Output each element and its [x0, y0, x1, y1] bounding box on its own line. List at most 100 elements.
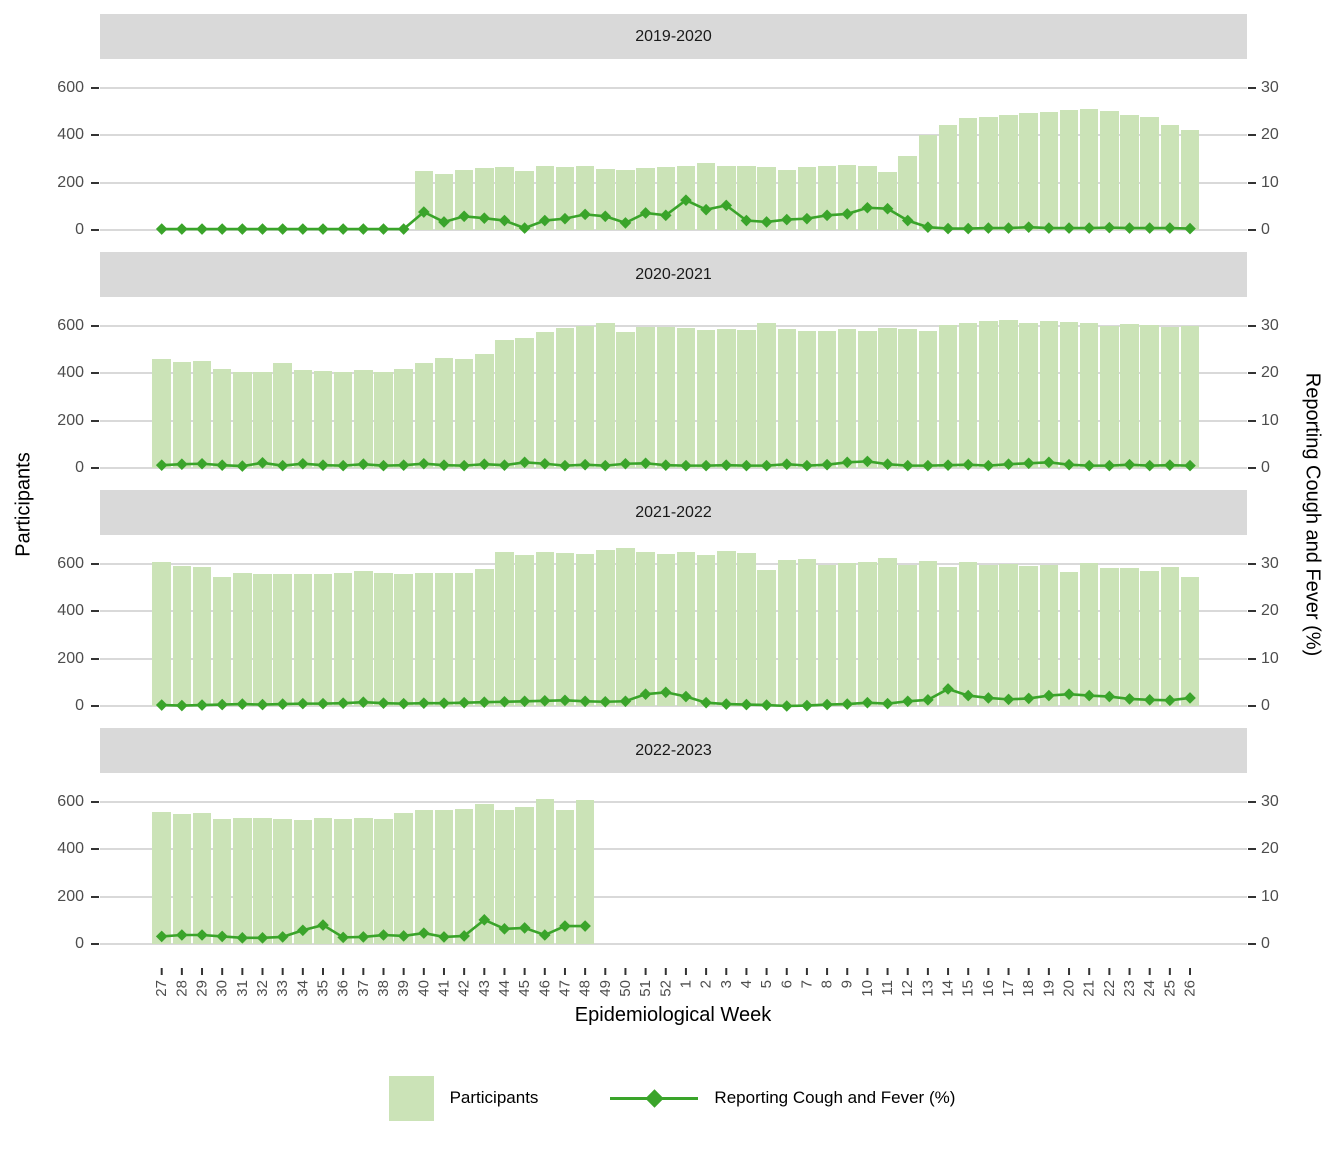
percent-point	[236, 460, 249, 472]
participants-bar	[797, 330, 817, 468]
percent-point	[1143, 222, 1156, 234]
participants-bar	[515, 807, 534, 944]
y-left-tick-label: 400	[57, 840, 84, 858]
percent-point	[579, 208, 591, 221]
percent-point	[458, 459, 470, 472]
participants-bar	[253, 371, 272, 468]
percent-point	[559, 212, 571, 225]
participants-bar	[656, 326, 676, 468]
participants-bar	[979, 116, 998, 230]
participants-bar	[1140, 571, 1159, 706]
participants-bar	[333, 818, 353, 944]
percent-point	[377, 223, 390, 235]
percent-line-layer	[155, 194, 1196, 235]
percent-point	[256, 456, 269, 469]
participants-bar	[434, 173, 454, 230]
participants-bar	[1019, 565, 1038, 706]
percent-point	[559, 694, 571, 707]
percent-point	[599, 459, 612, 472]
percent-line	[161, 460, 1191, 468]
participants-bar	[555, 167, 575, 230]
percent-point	[276, 698, 289, 710]
x-axis-tick-label: 9	[839, 980, 856, 988]
participants-bar	[374, 819, 393, 944]
y-left-tick-mark	[91, 229, 99, 231]
participants-bar	[656, 553, 676, 706]
percent-point	[659, 209, 672, 222]
x-axis-tick-label: 23	[1121, 980, 1138, 997]
participants-bar	[394, 813, 413, 944]
participants-bar	[1039, 564, 1059, 706]
percent-point	[780, 458, 793, 471]
participants-bar	[878, 327, 897, 468]
participants-bar	[696, 163, 716, 230]
participants-bar	[475, 803, 494, 944]
participants-bar	[757, 570, 776, 706]
percent-point	[1022, 221, 1035, 233]
percent-point	[216, 698, 228, 711]
y-right-tick-label: 30	[1261, 793, 1279, 810]
participants-bar	[212, 577, 232, 706]
y-axis-right-title: Reporting Cough and Fever (%)	[1301, 372, 1324, 657]
participants-bar	[717, 329, 736, 468]
percent-point	[760, 699, 773, 711]
participants-legend-swatch	[388, 1075, 434, 1121]
y-right-tick-mark	[1248, 943, 1256, 945]
x-axis-tick-label: 39	[395, 980, 412, 997]
gridline-400	[100, 134, 1247, 137]
y-right-tick-label: 20	[1261, 840, 1279, 858]
percent-point	[377, 929, 390, 941]
gridline-0	[100, 705, 1247, 707]
percent-point	[579, 920, 591, 932]
participants-bar	[1100, 568, 1119, 706]
percent-point	[418, 927, 430, 939]
x-axis-tick-label: 22	[1101, 980, 1118, 997]
percent-point	[176, 223, 188, 235]
participants-bar	[475, 568, 494, 706]
participants-bar	[192, 813, 212, 944]
percent-point	[518, 922, 531, 934]
y-right-tick-mark	[1248, 87, 1256, 89]
gridline-0	[100, 467, 1247, 469]
y-left-tick-label: 0	[75, 459, 84, 476]
y-axis-left-title: Participants	[12, 452, 35, 557]
percent-point	[458, 696, 470, 709]
percent-point	[1043, 689, 1055, 702]
participants-bar	[616, 170, 635, 230]
percent-point	[801, 699, 813, 712]
facet-strip: 2019-2020	[100, 14, 1247, 59]
x-axis-tick-label: 19	[1040, 980, 1057, 997]
participants-bar	[293, 574, 313, 706]
y-left-tick-mark	[91, 134, 99, 137]
y-right-tick-label: 0	[1261, 221, 1270, 238]
x-axis-tick-label: 29	[194, 980, 211, 997]
x-axis-tick-label: 20	[1061, 980, 1078, 997]
percent-point	[498, 695, 511, 708]
percent-point	[518, 456, 531, 469]
percent-point	[559, 920, 571, 932]
percent-point	[639, 457, 652, 470]
percent-point	[1143, 459, 1156, 472]
facet-plot-area	[100, 773, 1247, 966]
y-left-tick-mark	[91, 325, 99, 327]
percent-point	[317, 919, 329, 931]
percent-point	[962, 689, 975, 702]
y-right-tick-mark	[1248, 134, 1256, 137]
percent-point	[397, 930, 410, 942]
percent-point	[176, 458, 188, 471]
y-left-tick-mark	[91, 467, 99, 469]
percent-point	[216, 223, 228, 235]
percent-point	[740, 698, 753, 711]
percent-point	[256, 223, 269, 235]
participants-bar	[555, 327, 575, 468]
x-axis-tick-label: 24	[1141, 980, 1158, 997]
x-axis-tick-label: 43	[476, 980, 493, 997]
participants-bar	[1019, 323, 1038, 468]
participants-bar	[394, 574, 413, 706]
x-axis-tick-label: 17	[1000, 980, 1017, 997]
participants-bar	[837, 329, 857, 468]
legend-label-participants: Participants	[449, 1088, 539, 1107]
participants-bar	[958, 323, 978, 468]
participants-bar	[918, 330, 938, 468]
percent-point	[256, 932, 269, 944]
